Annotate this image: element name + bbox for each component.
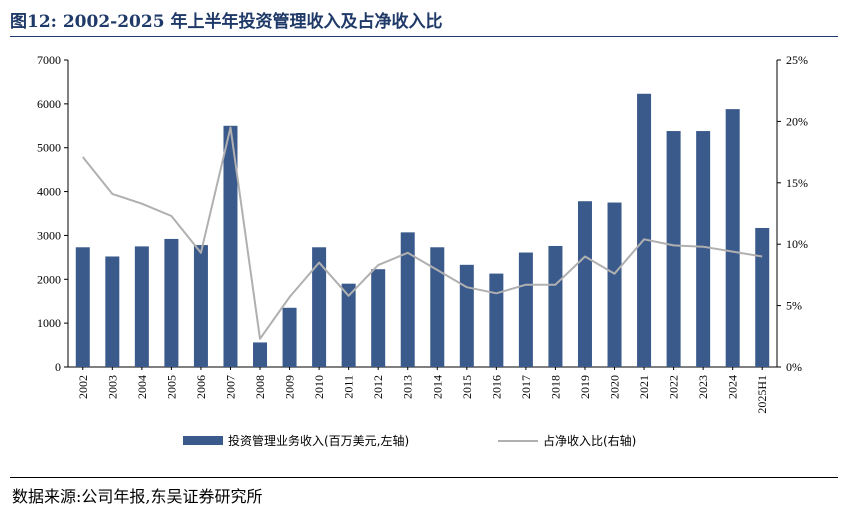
x-tick-label: 2002 xyxy=(76,375,90,399)
legend: 投资管理业务收入(百万美元,左轴) 占净收入比(右轴) xyxy=(183,433,636,448)
left-tick-label: 3000 xyxy=(37,228,61,242)
x-tick-label: 2006 xyxy=(194,375,208,399)
x-axis-labels: 2002 2003 2004 2005 2006 2007 2008 2009 2010 2011… xyxy=(76,367,769,414)
left-tick-label: 7000 xyxy=(37,53,61,67)
bar xyxy=(312,247,327,367)
right-tick-label: 0% xyxy=(786,360,802,374)
x-tick-label: 2021 xyxy=(637,375,651,399)
x-tick-label: 2013 xyxy=(401,375,415,399)
line-series xyxy=(82,126,763,340)
x-tick-label: 2018 xyxy=(548,375,562,399)
x-tick-label: 2003 xyxy=(105,375,119,399)
x-tick-label: 2010 xyxy=(312,375,326,399)
bar xyxy=(223,125,238,368)
bar xyxy=(489,273,504,367)
x-tick-label: 2012 xyxy=(371,375,385,399)
bar xyxy=(666,131,681,367)
bar xyxy=(430,247,445,367)
x-tick-label: 2004 xyxy=(135,375,149,399)
x-tick-label: 2009 xyxy=(283,375,297,399)
x-tick-label: 2024 xyxy=(726,375,740,399)
x-tick-label: 2019 xyxy=(578,375,592,399)
bar xyxy=(193,245,208,367)
bar xyxy=(755,227,770,367)
chart-title: 图12: 2002-2025 年上半年投资管理收入及占净收入比 xyxy=(10,12,443,32)
bar xyxy=(459,264,474,367)
x-tick-label: 2005 xyxy=(164,375,178,399)
bar xyxy=(696,131,711,367)
right-tick-label: 15% xyxy=(786,176,808,190)
right-tick-label: 20% xyxy=(786,114,808,128)
left-tick-label: 6000 xyxy=(37,97,61,111)
title-divider xyxy=(10,36,838,37)
bar xyxy=(607,202,622,367)
bar xyxy=(105,256,120,367)
x-tick-label: 2025H1 xyxy=(755,375,769,414)
x-tick-label: 2008 xyxy=(253,375,267,399)
bar xyxy=(577,201,592,367)
x-tick-label: 2020 xyxy=(608,375,622,399)
x-tick-label: 2016 xyxy=(489,375,503,399)
bar-series xyxy=(75,93,770,368)
left-tick-label: 5000 xyxy=(37,141,61,155)
right-tick-label: 5% xyxy=(786,299,802,313)
legend-line-label: 占净收入比(右轴) xyxy=(543,433,636,448)
bar xyxy=(637,93,652,368)
footer-divider xyxy=(10,477,838,478)
bar xyxy=(164,238,179,367)
left-tick-label: 1000 xyxy=(37,316,61,330)
left-tick-label: 4000 xyxy=(37,185,61,199)
x-tick-label: 2014 xyxy=(430,375,444,399)
x-tick-label: 2022 xyxy=(667,375,681,399)
right-tick-label: 10% xyxy=(786,237,808,251)
chart-axes: 0 1000 2000 3000 4000 5000 6000 7000 0% 5% 10% 15% 2… xyxy=(37,53,808,374)
bar xyxy=(371,269,386,367)
bar xyxy=(548,245,563,367)
x-tick-label: 2017 xyxy=(519,375,533,399)
right-tick-label: 25% xyxy=(786,53,808,67)
data-source: 数据来源:公司年报,东吴证券研究所 xyxy=(12,487,263,506)
bar xyxy=(75,247,90,367)
ratio-line xyxy=(82,126,763,340)
bar xyxy=(400,232,415,367)
legend-bar-swatch xyxy=(183,436,223,445)
bar xyxy=(341,283,356,367)
x-tick-label: 2011 xyxy=(342,375,356,399)
bar xyxy=(134,246,149,367)
left-tick-label: 0 xyxy=(55,360,61,374)
bar xyxy=(518,252,533,367)
left-tick-label: 2000 xyxy=(37,272,61,286)
bar xyxy=(282,307,297,367)
x-tick-label: 2007 xyxy=(223,375,237,399)
bar xyxy=(253,342,268,367)
legend-bar-label: 投资管理业务收入(百万美元,左轴) xyxy=(228,433,409,448)
x-tick-label: 2015 xyxy=(460,375,474,399)
bar xyxy=(725,109,740,368)
x-tick-label: 2023 xyxy=(696,375,710,399)
